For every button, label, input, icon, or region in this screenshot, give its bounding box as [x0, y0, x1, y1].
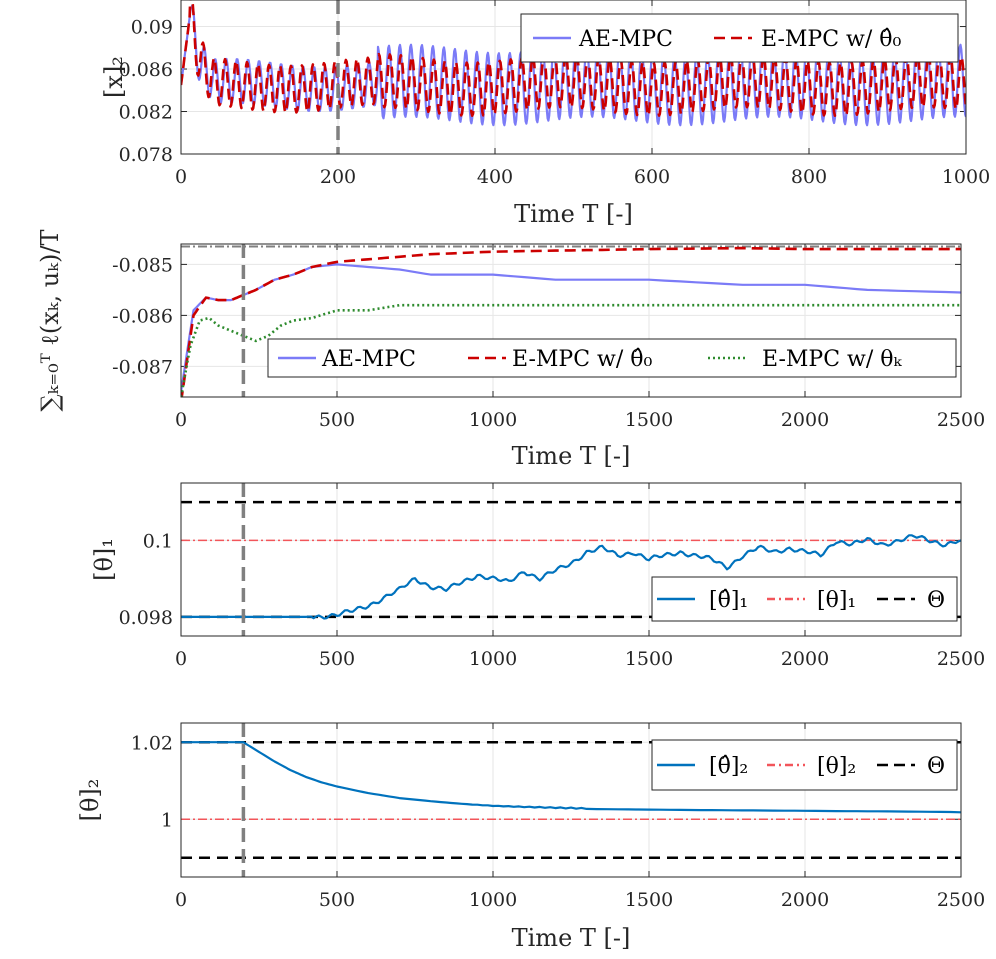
- y-tick-label: 0.086: [119, 59, 173, 81]
- y-tick-label: 0.078: [119, 144, 173, 166]
- legend-label: E-MPC w/ θ̂₀: [761, 27, 902, 52]
- series-line-3: [181, 303, 961, 397]
- y-tick-label: 0.09: [131, 17, 173, 39]
- legend: [θ̂]₁ [θ]₁ Θ: [651, 576, 958, 622]
- x-tick-label: 2500: [937, 648, 985, 670]
- y-tick-label: 1: [161, 809, 173, 831]
- y-tick-label: -0.085: [112, 254, 173, 276]
- series-line-2: [181, 246, 961, 397]
- x-tick-label: 500: [319, 409, 355, 431]
- y-tick-label: 0.098: [119, 607, 173, 629]
- legend: AE-MPC E-MPC w/ θ̂₀: [520, 13, 959, 63]
- y-tick-label: 1.02: [131, 732, 173, 754]
- x-axis-label: Time T [-]: [514, 200, 633, 228]
- x-tick-label: 2500: [937, 889, 985, 911]
- series-layer: [181, 245, 961, 397]
- x-tick-label: 2500: [937, 409, 985, 431]
- subplot-3: 0 500 1000 1500 2000 2500 0.098 0.1 [θ]₁ [θ̂]₁ [θ]…: [90, 482, 985, 670]
- axes-frame: [180, 0, 967, 155]
- y-tick-label: 0.082: [119, 102, 173, 124]
- axes-frame: [180, 243, 962, 398]
- x-tick-label: 0: [175, 648, 187, 670]
- x-tick-label: 0: [175, 889, 187, 911]
- x-tick-label: 1500: [625, 889, 673, 911]
- x-axis-label: Time T [-]: [512, 924, 631, 952]
- x-tick-label: 1000: [469, 889, 517, 911]
- x-tick-label: 400: [477, 166, 513, 188]
- x-tick-label: 0: [175, 409, 187, 431]
- subplot-1: 0 200 400 600 800 1000 0.078 0.082 0.086 0.09 Time…: [100, 0, 990, 228]
- subplot-2: 0 500 1000 1500 2000 2500 -0.087 -0.086 -0.085 Ti…: [36, 230, 985, 470]
- y-tick-label: -0.087: [112, 356, 173, 378]
- series-line-1: [181, 534, 961, 620]
- x-axis-label: Time T [-]: [512, 442, 631, 470]
- axes-frame: [180, 722, 962, 878]
- legend-label: [θ̂]₁: [709, 588, 748, 613]
- x-tick-label: 1000: [469, 409, 517, 431]
- series-line-1: [181, 741, 961, 814]
- legend-label: [θ]₂: [817, 754, 856, 779]
- legend-label: Θ: [927, 588, 945, 613]
- y-tick-label: -0.086: [112, 305, 173, 327]
- x-tick-label: 1500: [625, 409, 673, 431]
- x-tick-label: 500: [319, 889, 355, 911]
- legend-label: [θ̂]₂: [709, 754, 748, 779]
- legend: AE-MPC E-MPC w/ θ̂₀ E-MPC w/ θₖ: [267, 338, 957, 378]
- x-tick-label: 1000: [469, 648, 517, 670]
- y-tick-label: 0.1: [143, 530, 173, 552]
- x-tick-label: 2000: [781, 409, 829, 431]
- x-tick-label: 1000: [942, 166, 990, 188]
- legend-label: Θ: [927, 754, 945, 779]
- y-axis-label: [θ]₁: [90, 538, 118, 581]
- legend-label: AE-MPC: [578, 27, 673, 52]
- x-tick-label: 2000: [781, 648, 829, 670]
- legend-label: E-MPC w/ θₖ: [762, 347, 903, 372]
- x-tick-label: 800: [791, 166, 827, 188]
- x-tick-label: 2000: [781, 889, 829, 911]
- x-tick-label: 500: [319, 648, 355, 670]
- legend-label: E-MPC w/ θ̂₀: [512, 347, 653, 372]
- legend-label: AE-MPC: [321, 347, 416, 372]
- y-axis-label: ∑ₖ₌₀ᵀ ℓ(xₖ, uₖ)/T: [36, 230, 64, 412]
- y-axis-label: [θ]₂: [76, 779, 104, 822]
- x-tick-label: 600: [634, 166, 670, 188]
- legend-label: [θ]₁: [817, 588, 856, 613]
- x-tick-label: 1500: [625, 648, 673, 670]
- legend-box: [267, 338, 957, 378]
- series-line-2: [181, 0, 966, 117]
- x-tick-label: 0: [175, 166, 187, 188]
- y-axis-label: [x]₂: [100, 56, 128, 98]
- legend: [θ̂]₂ [θ]₂ Θ: [651, 739, 958, 791]
- series-layer: [181, 0, 966, 127]
- axes-frame: [180, 482, 962, 637]
- x-tick-label: 200: [320, 166, 356, 188]
